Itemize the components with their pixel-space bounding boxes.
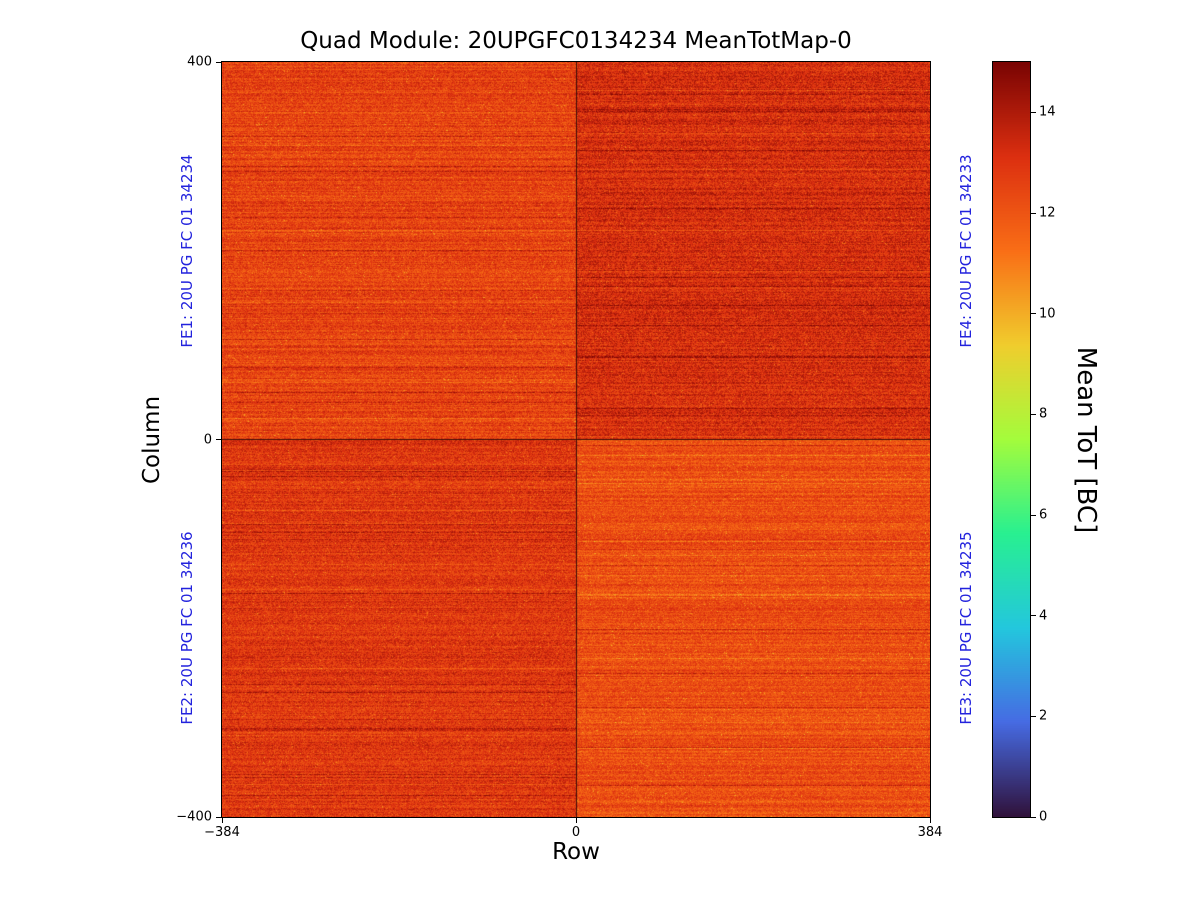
fe4-quadrant-label: FE4: 20U PG FC 01 34233 xyxy=(957,154,975,348)
colorbar-tick-label: 14 xyxy=(1039,104,1056,120)
x-axis-label: Row xyxy=(552,839,600,865)
x-tick-label: 0 xyxy=(571,825,581,840)
colorbar-tick-mark xyxy=(1031,111,1036,113)
fe2-quadrant-label: FE2: 20U PG FC 01 34236 xyxy=(178,531,196,725)
colorbar-tick-label: 0 xyxy=(1039,809,1048,825)
chart-title: Quad Module: 20UPGFC0134234 MeanTotMap-0 xyxy=(300,28,852,54)
colorbar-label: Mean ToT [BC] xyxy=(1071,346,1101,534)
heatmap-canvas xyxy=(221,61,931,818)
colorbar-tick-label: 2 xyxy=(1039,708,1048,724)
colorbar-tick-label: 6 xyxy=(1039,507,1048,523)
colorbar xyxy=(992,61,1031,818)
colorbar-tick-mark xyxy=(1031,313,1036,315)
y-tick-label: 400 xyxy=(187,54,212,70)
colorbar-tick-mark xyxy=(1031,212,1036,214)
colorbar-tick-mark xyxy=(1031,615,1036,617)
colorbar-tick-mark xyxy=(1031,816,1036,818)
fe3-quadrant-label: FE3: 20U PG FC 01 34235 xyxy=(957,531,975,725)
x-tick-label: 384 xyxy=(917,825,943,840)
colorbar-tick-label: 4 xyxy=(1039,608,1048,624)
y-tick-mark xyxy=(216,816,221,818)
colorbar-tick-mark xyxy=(1031,715,1036,717)
colorbar-tick-mark xyxy=(1031,413,1036,415)
x-tick-mark xyxy=(929,818,931,823)
x-tick-label: −384 xyxy=(204,825,240,840)
y-tick-label: 0 xyxy=(203,432,212,447)
x-tick-mark xyxy=(221,818,223,823)
colorbar-tick-label: 8 xyxy=(1039,406,1048,422)
colorbar-tick-label: 12 xyxy=(1039,205,1056,221)
x-tick-mark xyxy=(575,818,577,823)
y-tick-mark xyxy=(216,61,221,63)
y-tick-mark xyxy=(216,439,221,440)
colorbar-tick-mark xyxy=(1031,514,1036,516)
colorbar-tick-label: 10 xyxy=(1039,306,1056,322)
y-tick-label: −400 xyxy=(176,809,212,825)
fe1-quadrant-label: FE1: 20U PG FC 01 34234 xyxy=(178,154,196,348)
